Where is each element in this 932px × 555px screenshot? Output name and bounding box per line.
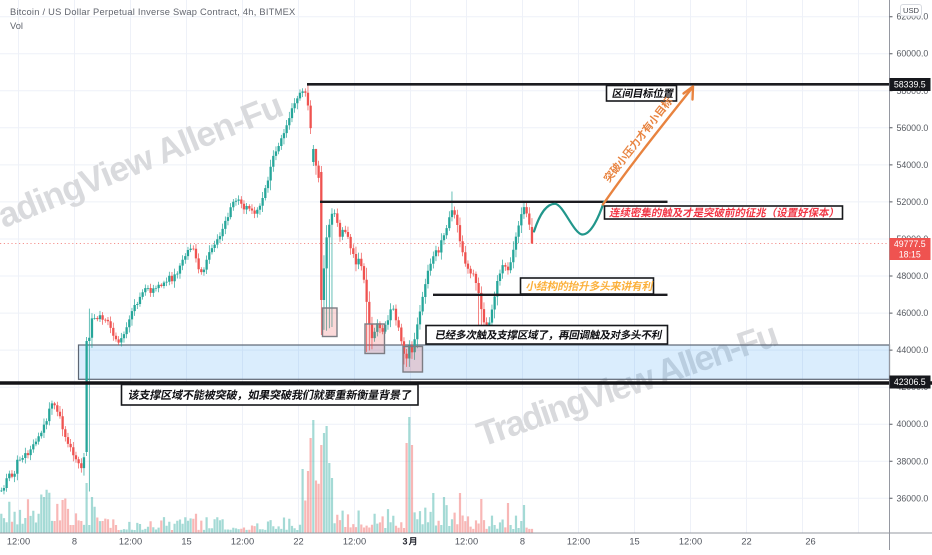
svg-text:22: 22 [741,537,751,547]
svg-text:12:00: 12:00 [455,537,478,547]
svg-text:62000.0: 62000.0 [897,12,929,22]
svg-text:36000.0: 36000.0 [897,493,929,503]
svg-text:42306.5: 42306.5 [894,377,926,387]
svg-text:12:00: 12:00 [7,537,30,547]
svg-text:15: 15 [629,537,639,547]
svg-text:15: 15 [181,537,191,547]
svg-text:48000.0: 48000.0 [897,271,929,281]
svg-text:49777.5: 49777.5 [894,239,926,249]
svg-text:26: 26 [805,537,815,547]
svg-text:12:00: 12:00 [343,537,366,547]
svg-text:Bitcoin / US Dollar Perpetual: Bitcoin / US Dollar Perpetual Inverse Sw… [10,7,295,17]
svg-text:USD: USD [903,6,920,15]
svg-text:12:00: 12:00 [231,537,254,547]
svg-text:3: 3 [402,537,407,547]
svg-text:8: 8 [520,537,525,547]
svg-text:40000.0: 40000.0 [897,419,929,429]
svg-text:38000.0: 38000.0 [897,456,929,466]
svg-text:44000.0: 44000.0 [897,345,929,355]
svg-text:22: 22 [293,537,303,547]
svg-text:58339.5: 58339.5 [894,80,926,90]
svg-text:56000.0: 56000.0 [897,123,929,133]
svg-text:12:00: 12:00 [567,537,590,547]
svg-text:60000.0: 60000.0 [897,49,929,59]
svg-text:46000.0: 46000.0 [897,308,929,318]
svg-text:18:15: 18:15 [899,249,921,259]
svg-text:12:00: 12:00 [119,537,142,547]
svg-text:Vol: Vol [10,21,23,31]
svg-text:52000.0: 52000.0 [897,197,929,207]
svg-text:12:00: 12:00 [679,537,702,547]
svg-text:8: 8 [72,537,77,547]
svg-text:54000.0: 54000.0 [897,160,929,170]
